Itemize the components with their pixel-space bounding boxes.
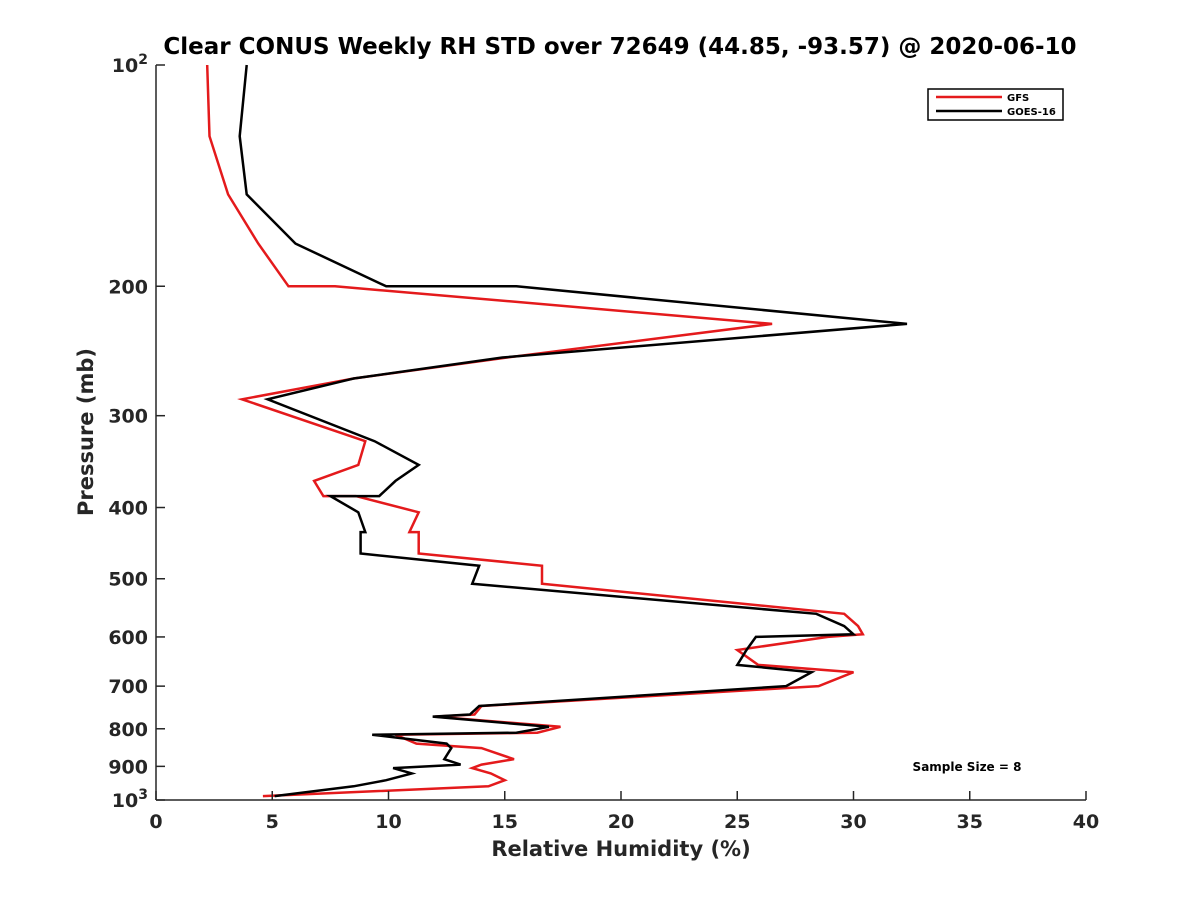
y-tick-label: 102	[112, 52, 148, 77]
x-tick-label: 10	[375, 811, 401, 833]
y-tick-label: 200	[108, 276, 148, 298]
axes-layer: 0 5 10 15 20 25 30 35 40 102 200 300 400 500 600 700 800…	[108, 52, 1099, 833]
y-tick-label: 800	[108, 719, 148, 741]
y-tick-label: 600	[108, 627, 148, 649]
x-tick-label: 5	[266, 811, 279, 833]
x-axis-label: Relative Humidity (%)	[491, 837, 750, 861]
sample-size-annotation: Sample Size = 8	[913, 760, 1022, 774]
x-tick-label: 20	[608, 811, 634, 833]
series-line-goes16	[238, 64, 908, 798]
x-tick-label: 30	[840, 811, 866, 833]
x-tick-label: 15	[492, 811, 518, 833]
legend-box	[927, 88, 1064, 121]
y-tick-label: 900	[108, 756, 148, 778]
y-tick-label: 400	[108, 498, 148, 520]
y-tick-label: 300	[108, 406, 148, 428]
legend: GFS GOES-16	[927, 88, 1064, 121]
series-layer	[205, 64, 908, 798]
x-tick-label: 35	[957, 811, 983, 833]
y-tick-label: 500	[108, 569, 148, 591]
y-tick-label: 103	[112, 787, 148, 812]
y-axis-label: Pressure (mb)	[74, 348, 98, 516]
x-tick-label: 0	[149, 811, 162, 833]
x-tick-label: 40	[1073, 811, 1099, 833]
legend-label-gfs: GFS	[1007, 93, 1029, 104]
y-tick-label: 700	[108, 676, 148, 698]
x-tick-label: 25	[724, 811, 750, 833]
legend-label-goes16: GOES-16	[1007, 107, 1056, 118]
chart-title: Clear CONUS Weekly RH STD over 72649 (44…	[163, 34, 1076, 60]
